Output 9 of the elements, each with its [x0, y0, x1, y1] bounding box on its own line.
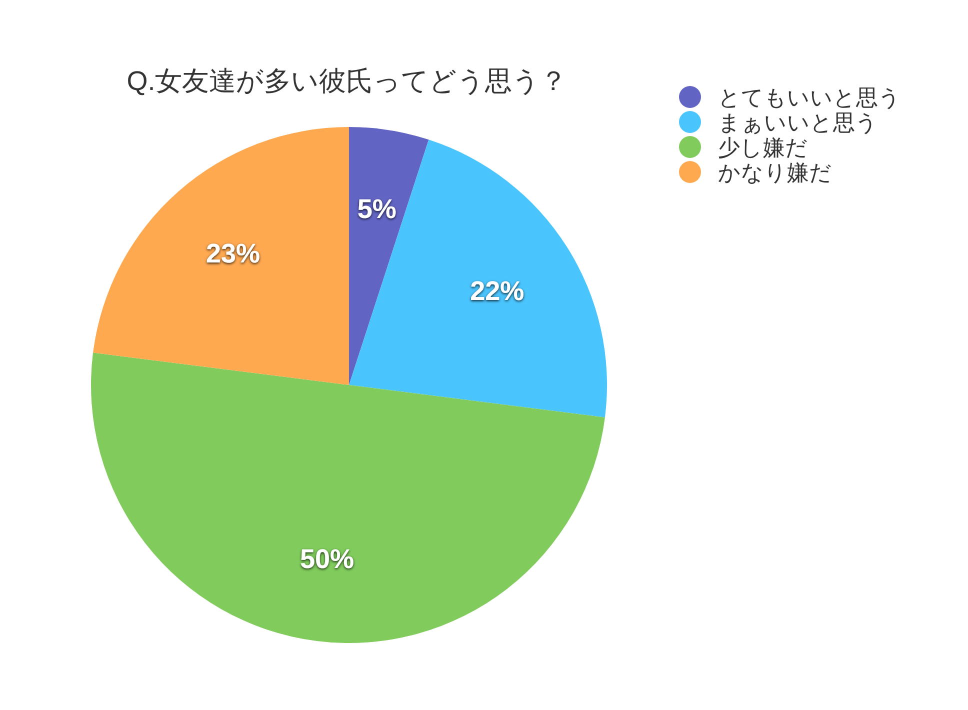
chart-title: Q.女友達が多い彼氏ってどう思う？: [126, 66, 568, 96]
data-label: 50%: [300, 544, 354, 574]
legend-label: とてもいいと思う: [718, 85, 901, 110]
legend-label: 少し嫌だ: [718, 135, 808, 160]
data-label: 5%: [357, 194, 396, 224]
data-label: 23%: [206, 238, 260, 268]
data-label: 22%: [470, 276, 524, 306]
legend-label: まぁいいと思う: [718, 110, 878, 135]
legend-label: かなり嫌だ: [718, 160, 832, 185]
